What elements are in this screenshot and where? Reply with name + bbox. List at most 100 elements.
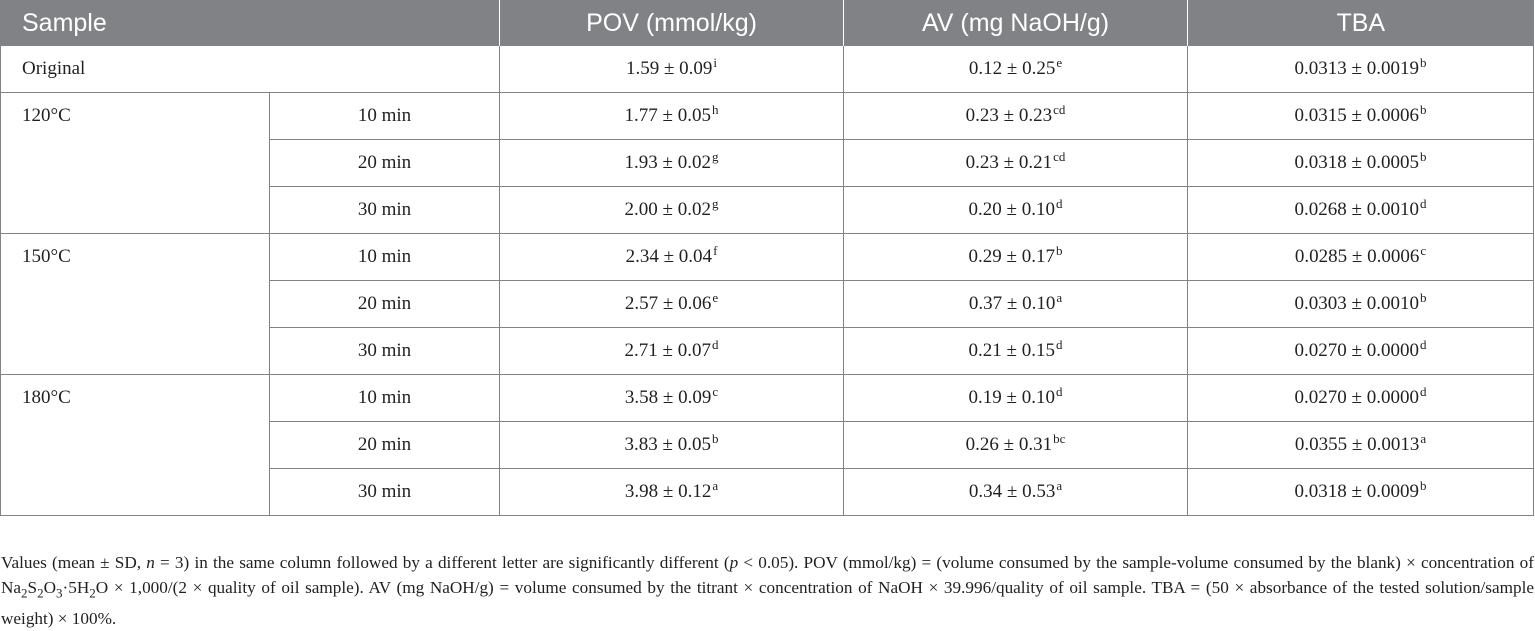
time-label: 20 min <box>268 280 501 328</box>
pov-letter: f <box>713 243 718 258</box>
temperature-spacer <box>0 421 270 469</box>
tba-cell: 0.0268 ± 0.0010d <box>1187 186 1535 234</box>
pov-value: 1.77 ± 0.05 <box>624 105 711 126</box>
footnote-subscript: 2 <box>37 585 44 601</box>
table-row: 180°C 10 min 3.58 ± 0.09c 0.19 ± 0.10d 0… <box>0 374 1535 422</box>
av-cell: 0.37 ± 0.10a <box>843 280 1189 328</box>
time-label: 20 min <box>268 139 501 187</box>
tba-letter: b <box>1419 478 1427 493</box>
av-value: 0.21 ± 0.15 <box>968 340 1055 361</box>
tba-letter: b <box>1419 55 1427 70</box>
table-row: 30 min 2.00 ± 0.02g 0.20 ± 0.10d 0.0268 … <box>0 186 1535 234</box>
header-av: AV (mg NaOH/g) <box>843 0 1188 46</box>
table-row: 20 min 2.57 ± 0.06e 0.37 ± 0.10a 0.0303 … <box>0 280 1535 328</box>
tba-cell: 0.0313 ± 0.0019b <box>1187 46 1535 93</box>
tba-value: 0.0355 ± 0.0013 <box>1294 434 1420 455</box>
av-cell: 0.23 ± 0.23cd <box>843 92 1189 140</box>
table-footnote: Values (mean ± SD, n = 3) in the same co… <box>1 550 1534 630</box>
pov-letter: i <box>713 55 718 70</box>
tba-value: 0.0318 ± 0.0005 <box>1294 152 1419 173</box>
pov-value: 3.58 ± 0.09 <box>624 387 712 408</box>
av-value: 0.23 ± 0.21 <box>965 152 1053 173</box>
table-row: 20 min 3.83 ± 0.05b 0.26 ± 0.31bc 0.0355… <box>0 421 1535 469</box>
pov-cell: 1.93 ± 0.02g <box>499 139 845 187</box>
pov-cell: 3.98 ± 0.12a <box>499 468 845 516</box>
pov-cell: 2.34 ± 0.04f <box>499 233 845 281</box>
av-cell: 0.34 ± 0.53a <box>843 468 1189 516</box>
temperature-spacer <box>0 139 270 187</box>
pov-value: 1.59 ± 0.09 <box>625 58 713 79</box>
pov-letter: d <box>711 337 719 352</box>
tba-value: 0.0268 ± 0.0010 <box>1294 199 1419 220</box>
av-letter: a <box>1056 290 1063 305</box>
tba-letter: b <box>1419 102 1427 117</box>
time-label: 10 min <box>268 374 501 422</box>
av-cell: 0.29 ± 0.17b <box>843 233 1189 281</box>
pov-letter: c <box>712 384 719 399</box>
footnote-p-variable: p <box>729 553 739 573</box>
tba-cell: 0.0270 ± 0.0000d <box>1187 327 1535 375</box>
pov-letter: b <box>711 431 719 446</box>
av-value: 0.34 ± 0.53 <box>968 481 1056 502</box>
temperature-spacer <box>0 468 270 516</box>
time-label: 20 min <box>268 421 501 469</box>
results-table: Sample POV (mmol/kg) AV (mg NaOH/g) TBA … <box>0 0 1535 516</box>
pov-value: 3.83 ± 0.05 <box>624 434 711 455</box>
footnote-text: = 3) in the same column followed by a di… <box>154 553 730 573</box>
footnote-text: S <box>27 578 38 598</box>
table-row: 20 min 1.93 ± 0.02g 0.23 ± 0.21cd 0.0318… <box>0 139 1535 187</box>
pov-letter: h <box>711 102 719 117</box>
time-label: 10 min <box>268 92 501 140</box>
pov-cell: 2.71 ± 0.07d <box>499 327 845 375</box>
pov-letter: e <box>712 290 719 305</box>
pov-letter: g <box>711 196 719 211</box>
time-label: 30 min <box>268 327 501 375</box>
pov-cell: 2.57 ± 0.06e <box>499 280 845 328</box>
footnote-text: O × 1,000/(2 × quality of oil sample). A… <box>1 578 1534 628</box>
table-row: 30 min 2.71 ± 0.07d 0.21 ± 0.15 d 0.0270 … <box>0 327 1535 375</box>
header-sample: Sample <box>0 0 500 46</box>
tba-value: 0.0303 ± 0.0010 <box>1294 293 1419 314</box>
time-label: 10 min <box>268 233 501 281</box>
tba-cell: 0.0318 ± 0.0009b <box>1187 468 1535 516</box>
tba-value: 0.0315 ± 0.0006 <box>1294 105 1419 126</box>
av-cell: 0.19 ± 0.10d <box>843 374 1189 422</box>
pov-value: 2.00 ± 0.02 <box>624 199 711 220</box>
sample-label: Original <box>0 46 501 93</box>
footnote-text: O <box>43 578 57 598</box>
tba-letter: d <box>1419 196 1427 211</box>
footnote-subscript: 2 <box>21 585 28 601</box>
tba-value: 0.0318 ± 0.0009 <box>1294 481 1419 502</box>
header-row: Sample POV (mmol/kg) AV (mg NaOH/g) TBA <box>0 0 1534 46</box>
av-letter: cd <box>1053 149 1066 164</box>
pov-value: 2.57 ± 0.06 <box>624 293 712 314</box>
pov-letter: g <box>711 149 719 164</box>
tba-letter: a <box>1420 431 1427 446</box>
pov-cell: 1.59 ± 0.09i <box>499 46 845 93</box>
tba-value: 0.0313 ± 0.0019 <box>1294 58 1419 79</box>
footnote-subscript: 2 <box>89 585 96 601</box>
header-tba: TBA <box>1187 0 1534 46</box>
temperature-label: 180°C <box>0 374 270 422</box>
tba-cell: 0.0285 ± 0.0006c <box>1187 233 1535 281</box>
tba-letter: c <box>1420 243 1427 258</box>
tba-letter: b <box>1419 149 1427 164</box>
footnote-text: ·5H <box>62 578 90 598</box>
pov-value: 1.93 ± 0.02 <box>624 152 711 173</box>
pov-value: 2.34 ± 0.04 <box>625 246 713 267</box>
tba-cell: 0.0315 ± 0.0006b <box>1187 92 1535 140</box>
header-pov: POV (mmol/kg) <box>499 0 844 46</box>
table-row: 30 min 3.98 ± 0.12a 0.34 ± 0.53a 0.0318 … <box>0 468 1535 516</box>
footnote-subscript: 3 <box>56 585 63 601</box>
pov-value: 2.71 ± 0.07 <box>624 340 711 361</box>
footnote-n-variable: n <box>146 553 155 573</box>
footnote-text: Values (mean ± SD, <box>1 553 147 573</box>
temperature-label: 120°C <box>0 92 270 140</box>
tba-value: 0.0270 ± 0.0000 <box>1294 387 1419 408</box>
pov-cell: 1.77 ± 0.05h <box>499 92 845 140</box>
pov-cell: 2.00 ± 0.02g <box>499 186 845 234</box>
av-letter: cd <box>1053 102 1066 117</box>
table-row-original: Original 1.59 ± 0.09i 0.12 ± 0.25e 0.031… <box>0 46 1535 93</box>
av-letter: d <box>1055 196 1063 211</box>
pov-value: 3.98 ± 0.12 <box>624 481 712 502</box>
